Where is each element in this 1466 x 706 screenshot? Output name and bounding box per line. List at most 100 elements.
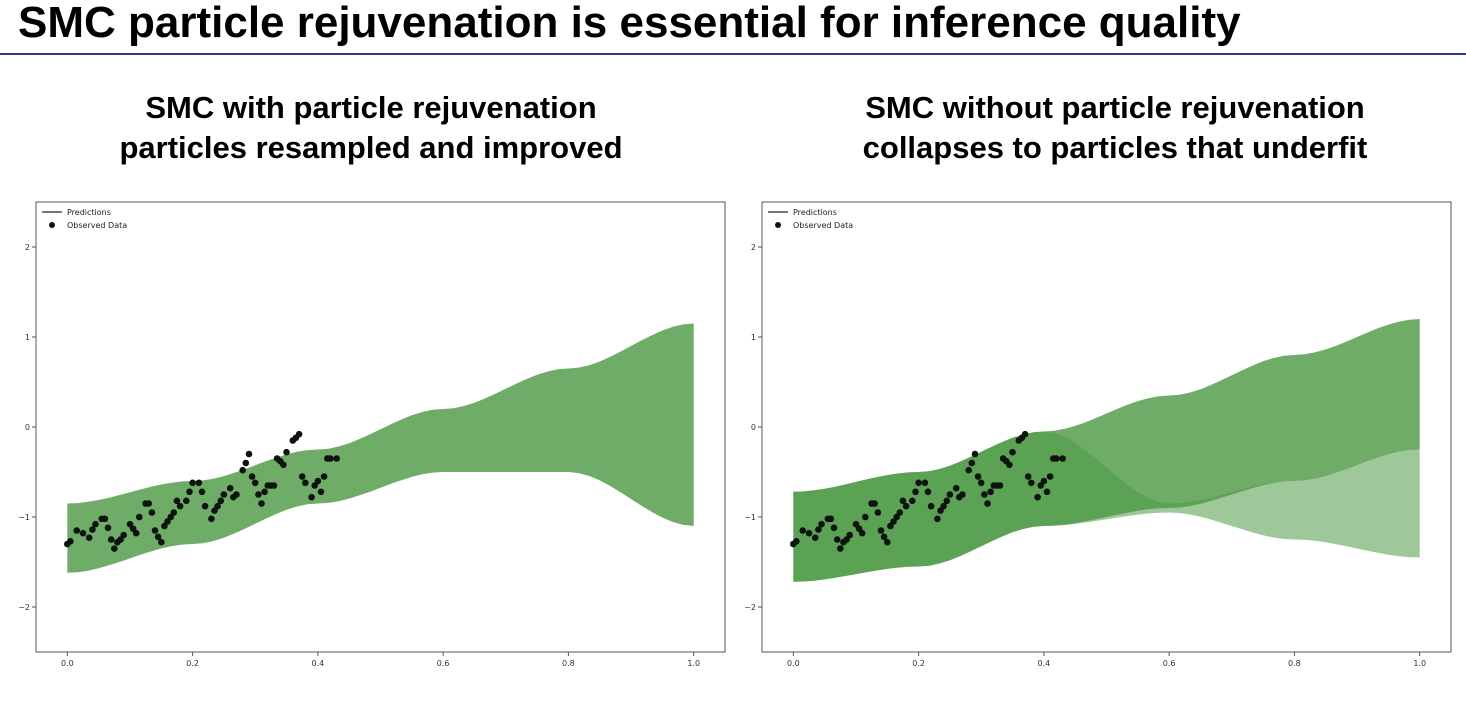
observed-data-point [984, 500, 991, 507]
observed-data-point [1034, 493, 1041, 501]
observed-data-point [245, 450, 253, 458]
y-tick-label: 1 [25, 333, 30, 342]
y-tick-label: −2 [18, 603, 30, 612]
y-tick-label: 0 [751, 423, 756, 432]
observed-data-point [899, 497, 907, 505]
title-rule [0, 53, 1466, 55]
observed-data-point [968, 459, 976, 467]
observed-data-point [1043, 488, 1051, 496]
observed-data-point [902, 502, 910, 510]
observed-data-point [201, 502, 209, 510]
y-tick-label: −1 [18, 513, 30, 522]
legend-observed-swatch [49, 222, 55, 228]
observed-data-point [314, 477, 322, 485]
observed-data-point [173, 497, 181, 505]
observed-data-point [924, 488, 932, 496]
observed-data-point [186, 488, 193, 496]
observed-data-point [308, 493, 315, 501]
x-tick-label: 0.6 [1163, 659, 1176, 668]
observed-data-point [248, 473, 256, 480]
observed-data-point [1009, 448, 1016, 456]
legend-observed-label: Observed Data [67, 221, 127, 230]
observed-data-point [148, 509, 156, 516]
observed-data-point [1040, 477, 1048, 485]
legend-observed-swatch [775, 222, 781, 228]
y-tick-label: 0 [25, 423, 30, 432]
observed-data-point [170, 509, 178, 516]
observed-data-point [974, 473, 982, 480]
x-tick-label: 0.6 [437, 659, 450, 668]
x-tick-label: 0.2 [912, 659, 925, 668]
y-tick-label: 2 [751, 243, 756, 252]
observed-data-point [815, 526, 822, 533]
observed-data-point [302, 479, 309, 487]
left-panel-title: SMC with particle rejuvenation particles… [61, 88, 681, 168]
observed-data-point [874, 509, 882, 516]
observed-data-point [915, 479, 922, 487]
observed-data-point [896, 509, 904, 516]
observed-data-point [261, 488, 268, 496]
observed-data-point [183, 497, 190, 505]
x-tick-label: 0.2 [186, 659, 199, 668]
observed-data-point [965, 466, 972, 474]
observed-data-point [298, 473, 306, 480]
observed-data-point [195, 479, 203, 487]
x-tick-label: 0.4 [1037, 659, 1050, 668]
observed-data-point [111, 545, 118, 552]
observed-data-point [280, 461, 287, 469]
observed-data-point [85, 534, 93, 541]
observed-data-point [154, 533, 162, 541]
observed-data-point [295, 430, 303, 438]
legend-predictions-label: Predictions [67, 208, 111, 217]
observed-data-point [971, 450, 979, 458]
observed-data-point [242, 459, 250, 467]
observed-data-point [145, 500, 152, 507]
observed-data-point [158, 538, 165, 546]
observed-data-point [934, 515, 941, 523]
observed-data-point [805, 529, 813, 537]
observed-data-point [877, 527, 885, 534]
y-tick-label: −1 [744, 513, 756, 522]
observed-data-point [1053, 455, 1060, 462]
observed-data-point [104, 524, 112, 532]
observed-data-point [1021, 430, 1029, 438]
observed-data-point [101, 515, 109, 523]
y-tick-label: 1 [751, 333, 756, 342]
observed-data-point [136, 513, 143, 521]
observed-data-point [981, 491, 988, 498]
observed-data-point [217, 497, 225, 505]
right-panel-title: SMC without particle rejuvenation collap… [805, 88, 1425, 168]
observed-data-point [977, 479, 985, 487]
x-tick-label: 0.8 [562, 659, 575, 668]
observed-data-point [940, 502, 947, 510]
observed-data-point [959, 491, 966, 498]
observed-data-point [233, 491, 240, 498]
observed-data-point [1046, 473, 1054, 480]
x-tick-label: 0.0 [61, 659, 74, 668]
x-tick-label: 1.0 [687, 659, 700, 668]
observed-data-point [208, 515, 215, 523]
observed-data-point [220, 491, 228, 498]
observed-data-point [320, 473, 328, 480]
observed-data-point [912, 488, 919, 496]
observed-data-point [871, 500, 878, 507]
x-tick-label: 0.8 [1288, 659, 1301, 668]
y-tick-label: −2 [744, 603, 756, 612]
observed-data-point [73, 527, 80, 534]
observed-data-point [214, 502, 221, 510]
observed-data-point [1024, 473, 1032, 480]
observed-data-point [862, 513, 869, 521]
observed-data-point [846, 531, 853, 539]
observed-data-point [283, 448, 290, 456]
observed-data-point [987, 488, 994, 496]
observed-data-point [927, 502, 935, 510]
observed-data-point [198, 488, 206, 496]
observed-data-point [189, 479, 196, 487]
observed-data-point [226, 484, 234, 492]
observed-data-point [946, 491, 954, 498]
observed-data-point [67, 538, 74, 545]
observed-data-point [1059, 455, 1066, 462]
observed-data-point [92, 520, 99, 528]
observed-data-point [258, 500, 265, 507]
observed-data-point [952, 484, 960, 492]
